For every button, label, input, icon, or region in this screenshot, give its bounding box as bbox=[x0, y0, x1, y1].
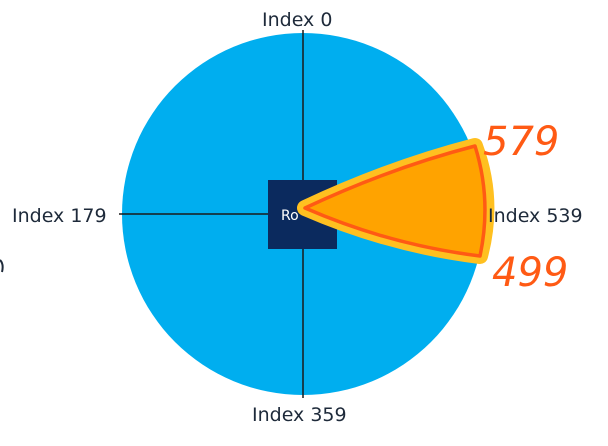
label-top: Index 0 bbox=[262, 9, 332, 31]
annotation-upper: 579 bbox=[483, 119, 559, 165]
label-left: Index 179 bbox=[12, 205, 107, 227]
scan-sector bbox=[297, 138, 495, 264]
robot-label: Ro bbox=[281, 208, 299, 224]
label-right: Index 539 bbox=[488, 205, 583, 227]
label-bottom: Index 359 bbox=[252, 404, 347, 426]
annotation-lower: 499 bbox=[492, 250, 568, 296]
edge-mark bbox=[0, 259, 4, 273]
